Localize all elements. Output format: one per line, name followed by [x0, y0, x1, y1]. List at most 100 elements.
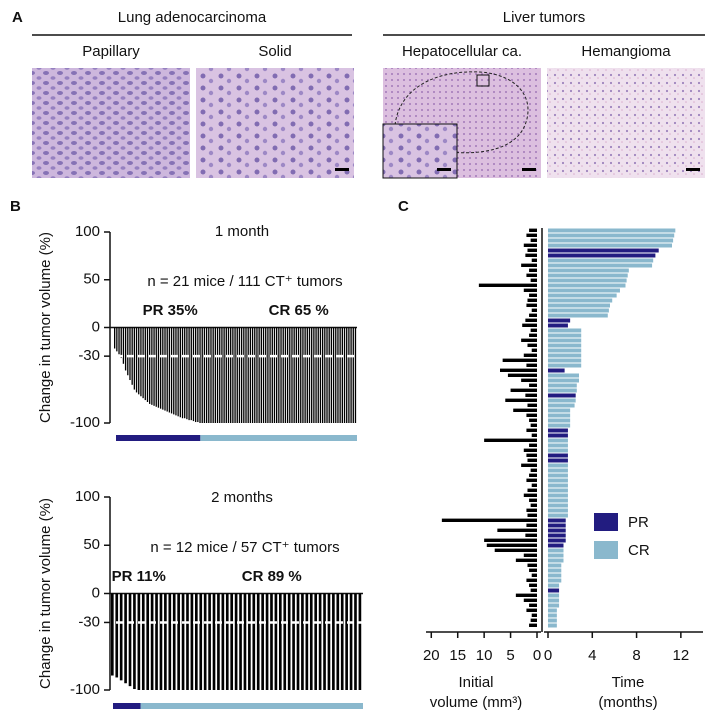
- bar: [319, 327, 322, 423]
- bar: [179, 327, 181, 418]
- initial-volume-bar: [526, 363, 537, 367]
- initial-volume-bar: [526, 523, 537, 527]
- time-bar: [548, 508, 568, 513]
- initial-volume-bar: [529, 293, 537, 297]
- initial-volume-bar: [478, 283, 537, 287]
- bar: [177, 327, 179, 417]
- response-band: [140, 703, 363, 709]
- bar: [159, 327, 162, 409]
- time-bar: [548, 408, 571, 413]
- bar: [301, 593, 304, 690]
- initial-volume-bar: [526, 413, 537, 417]
- time-bar: [548, 358, 582, 363]
- x-axis-label: (months): [598, 694, 657, 711]
- bar: [286, 327, 289, 423]
- group-title: Lung adenocarcinoma: [118, 9, 267, 26]
- bar: [129, 327, 131, 381]
- time-bar: [548, 283, 626, 288]
- bar: [314, 593, 318, 690]
- bar: [313, 327, 315, 423]
- time-bar: [548, 338, 582, 343]
- bar: [203, 593, 207, 690]
- initial-volume-bar: [526, 233, 537, 237]
- bar: [348, 327, 350, 423]
- initial-volume-bar: [527, 248, 537, 252]
- initial-volume-bar: [513, 408, 537, 412]
- time-bar: [548, 303, 610, 308]
- time-bar: [548, 488, 568, 493]
- bar: [181, 327, 184, 419]
- bar: [330, 327, 333, 423]
- bar: [297, 327, 300, 423]
- bar: [276, 327, 278, 423]
- bar: [133, 327, 136, 390]
- time-bar: [548, 473, 568, 478]
- initial-volume-bar: [527, 563, 537, 567]
- bar: [270, 593, 273, 690]
- time-bar: [548, 443, 568, 448]
- bar: [173, 327, 175, 415]
- time-bar: [548, 233, 675, 238]
- histology-image: [547, 68, 705, 178]
- bar: [245, 327, 247, 423]
- bar: [116, 327, 118, 352]
- bar: [144, 327, 146, 401]
- bar: [332, 593, 335, 690]
- bar: [323, 593, 326, 690]
- time-bar: [548, 318, 571, 323]
- bar: [292, 593, 295, 690]
- initial-volume-bar: [527, 298, 537, 302]
- time-bar: [548, 563, 562, 568]
- y-tick-label: -30: [78, 347, 100, 364]
- initial-volume-bar: [527, 403, 537, 407]
- time-bar: [548, 398, 576, 403]
- bar: [128, 593, 132, 687]
- time-bar: [548, 603, 560, 608]
- y-tick-label: 0: [92, 584, 100, 601]
- y-tick-label: 100: [75, 223, 100, 240]
- bar: [197, 327, 199, 423]
- initial-volume-bar: [530, 278, 537, 282]
- bar: [221, 593, 225, 690]
- bar: [188, 327, 190, 421]
- bar: [172, 593, 176, 690]
- bar: [340, 593, 344, 690]
- time-bar: [548, 453, 568, 458]
- bar: [118, 327, 120, 355]
- time-bar: [548, 448, 568, 453]
- bar: [248, 593, 251, 690]
- time-bar: [548, 313, 608, 318]
- initial-volume-bar: [523, 448, 537, 452]
- bar: [190, 593, 194, 690]
- bar: [262, 327, 265, 423]
- bar: [267, 327, 269, 423]
- time-bar: [548, 388, 577, 393]
- bar: [239, 593, 242, 690]
- bar: [151, 327, 153, 405]
- time-bar: [548, 333, 582, 338]
- initial-volume-bar: [530, 618, 537, 622]
- initial-volume-bar: [529, 443, 537, 447]
- bar: [111, 593, 114, 676]
- bar: [260, 327, 262, 423]
- bar: [168, 593, 172, 690]
- x-axis-label: Initial: [458, 674, 493, 691]
- y-axis-label: Change in tumor volume (%): [37, 232, 54, 423]
- time-bar: [548, 513, 568, 518]
- bar: [302, 327, 304, 423]
- bar: [300, 327, 302, 423]
- bar: [321, 327, 324, 423]
- response-label: CR 89 %: [242, 568, 302, 585]
- bar: [346, 327, 348, 423]
- bar: [318, 593, 322, 690]
- bar: [168, 327, 171, 413]
- initial-volume-bar: [530, 468, 537, 472]
- initial-volume-bar: [531, 573, 537, 577]
- initial-volume-bar: [515, 558, 537, 562]
- scale-bar: [686, 168, 700, 171]
- time-bar: [548, 538, 566, 543]
- initial-volume-bar: [529, 473, 537, 477]
- time-bar: [548, 608, 557, 613]
- bar: [221, 327, 223, 423]
- initial-volume-bar: [527, 458, 537, 462]
